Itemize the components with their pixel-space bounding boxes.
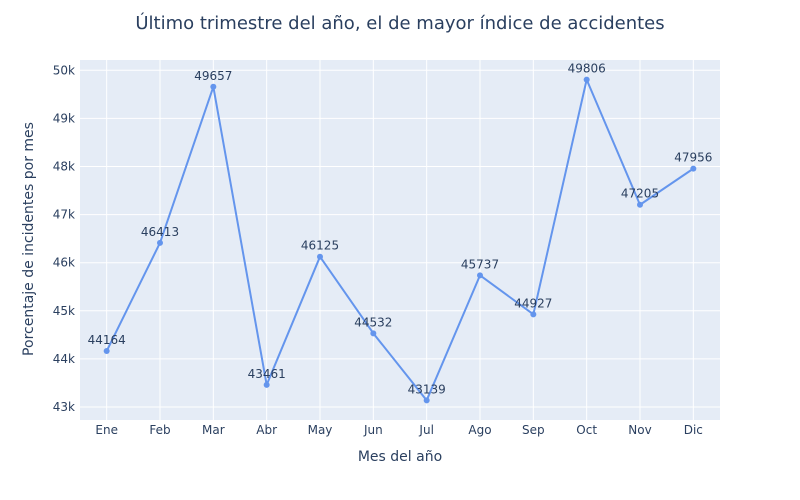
y-tick-label: 44k: [53, 352, 75, 366]
data-point: [423, 397, 430, 404]
y-tick-label: 43k: [53, 400, 75, 414]
x-axis-ticks: Ene Feb Mar Abr May Jun Jul Ago Sep Oct Nov Dic: [95, 423, 703, 437]
y-tick-label: 46k: [53, 256, 75, 270]
data-label: 43461: [248, 367, 286, 381]
data-label: 45737: [461, 257, 499, 271]
y-tick-label: 50k: [53, 63, 75, 77]
data-point: [370, 330, 377, 337]
x-tick-label: Ene: [95, 423, 118, 437]
x-tick-label: Dic: [684, 423, 703, 437]
plot-background: [80, 60, 720, 420]
data-label: 44927: [514, 296, 552, 310]
x-tick-label: Nov: [628, 423, 651, 437]
data-point: [477, 272, 483, 279]
x-tick-label: Mar: [202, 423, 225, 437]
data-point: [157, 239, 163, 246]
data-point: [210, 83, 217, 90]
data-point: [317, 253, 323, 260]
data-label: 46125: [301, 239, 339, 253]
x-tick-label: Ago: [468, 423, 491, 437]
y-axis-title: Porcentaje de incidentes por mes: [21, 122, 37, 356]
x-tick-label: Sep: [522, 423, 545, 437]
series-layer: [103, 76, 697, 404]
y-axis-ticks: 43k 44k 45k 46k 47k 48k 49k 50k: [53, 63, 75, 414]
data-point: [263, 381, 270, 388]
x-tick-label: Abr: [256, 423, 277, 437]
y-tick-label: 45k: [53, 304, 75, 318]
data-label: 43139: [408, 382, 446, 396]
data-label: 49657: [194, 69, 232, 83]
data-label: 46413: [141, 225, 179, 239]
data-point: [583, 76, 590, 83]
x-tick-label: May: [308, 423, 333, 437]
chart-title: Último trimestre del año, el de mayor ín…: [135, 12, 664, 34]
data-label: 44164: [88, 333, 126, 347]
x-axis-title: Mes del año: [358, 449, 442, 465]
data-label: 47205: [621, 187, 659, 201]
x-tick-label: Feb: [149, 423, 170, 437]
data-label: 44532: [354, 315, 392, 329]
x-tick-label: Jun: [363, 423, 383, 437]
y-tick-label: 49k: [53, 111, 75, 125]
x-tick-label: Jul: [418, 423, 433, 437]
data-labels: 44164 46413 49657 43461 46125 44532 43139 45737…: [88, 62, 713, 397]
y-tick-label: 47k: [53, 208, 75, 222]
data-label: 49806: [568, 62, 606, 76]
x-tick-label: Oct: [576, 423, 597, 437]
series-line: [105, 78, 694, 402]
data-point: [103, 348, 110, 355]
data-label: 47956: [674, 151, 712, 165]
y-tick-label: 48k: [53, 159, 75, 173]
data-point: [690, 165, 697, 172]
data-point: [637, 201, 643, 208]
data-point: [530, 311, 537, 318]
